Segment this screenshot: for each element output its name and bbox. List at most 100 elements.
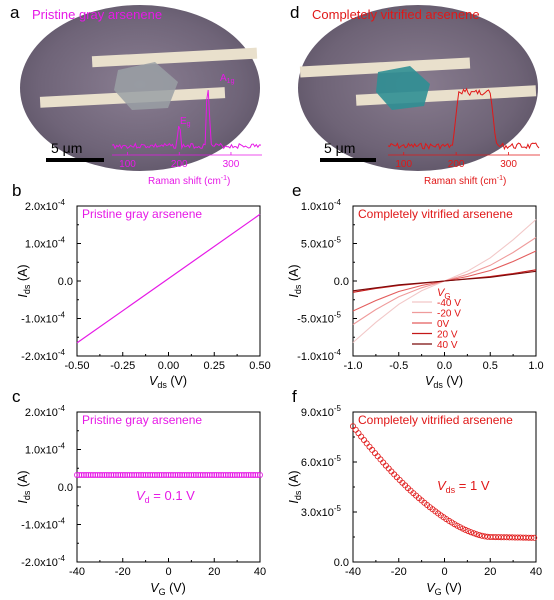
plot-b: b Pristine gray arsenene Ids (A) Vds (V)… (12, 181, 271, 390)
series-line (76, 213, 261, 344)
data-point (220, 471, 227, 478)
data-point (236, 471, 243, 478)
data-point (206, 471, 213, 478)
title-a: Pristine gray arsenene (32, 7, 162, 22)
plot-frame-c (76, 411, 261, 563)
peak-label-a1g: A1g (220, 73, 235, 85)
data-point (531, 534, 538, 541)
x-tick-label: -0.25 (110, 360, 135, 372)
data-point (231, 471, 238, 478)
data-point (470, 530, 477, 537)
data-point (76, 471, 83, 478)
x-tick-label: 40 (254, 566, 266, 578)
raman-tick-label: 100 (119, 159, 136, 170)
x-tick-label: 0.25 (204, 360, 225, 372)
data-point (363, 440, 370, 447)
panel-d: d Completely vitrified arsenene 5 μm 100… (290, 3, 540, 187)
data-point (229, 471, 236, 478)
y-tick-label: 0.0 (334, 276, 349, 288)
x-tick-label: 0.5 (483, 360, 498, 372)
data-point (128, 471, 135, 478)
data-point (188, 471, 195, 478)
data-point (227, 471, 234, 478)
series-line (352, 270, 537, 292)
data-point (222, 471, 229, 478)
data-point (167, 471, 174, 478)
electrode-a-top (91, 47, 258, 68)
y-tick-label: -5.0x10-5 (297, 311, 341, 326)
data-point (247, 471, 254, 478)
annotation-c: Vd = 0.1 V (136, 488, 195, 505)
ylabel-f: Ids (A) (287, 470, 303, 503)
data-point (256, 471, 263, 478)
scale-bar-d (320, 158, 376, 162)
legend-item-label: 0V (437, 319, 450, 330)
legend-item-label: -40 V (437, 298, 461, 309)
data-point (211, 471, 218, 478)
ylabel-b: Ids (A) (16, 264, 32, 297)
data-point (374, 453, 381, 460)
data-point (110, 471, 117, 478)
xlabel-f: VG (V) (426, 581, 462, 597)
data-point (369, 446, 376, 453)
data-point (147, 471, 154, 478)
x-tick-label: -40 (69, 566, 85, 578)
raman-tick-label: 300 (223, 159, 240, 170)
data-point (151, 471, 158, 478)
data-point (352, 426, 359, 433)
x-tick-label: -40 (345, 566, 361, 578)
raman-tick-label: 200 (171, 159, 188, 170)
data-point (142, 471, 149, 478)
data-point (197, 471, 204, 478)
data-point (158, 471, 165, 478)
data-point (252, 471, 259, 478)
x-tick-label: 0 (165, 566, 171, 578)
data-point (101, 471, 108, 478)
data-point (355, 430, 362, 437)
peak-label-eg: Eg (180, 116, 191, 128)
data-point (94, 471, 101, 478)
y-tick-label: 1.0x10-4 (25, 236, 66, 251)
data-point (170, 471, 177, 478)
data-point (117, 471, 124, 478)
data-point (160, 471, 167, 478)
data-point (149, 471, 156, 478)
y-tick-label: 0.0 (58, 276, 73, 288)
data-point (208, 471, 215, 478)
x-tick-label: 40 (530, 566, 542, 578)
data-point (106, 471, 113, 478)
raman-spectrum-d (387, 87, 540, 151)
panel-a: a Pristine gray arsenene 5 μm Eg A1g 100… (10, 3, 262, 187)
data-point (80, 471, 87, 478)
data-point (92, 471, 99, 478)
raman-ticks-d: 100 200 300 (388, 152, 540, 170)
data-point (243, 471, 250, 478)
data-point (133, 471, 140, 478)
data-point (234, 471, 241, 478)
data-point (124, 471, 131, 478)
panel-letter-c: c (12, 387, 21, 406)
x-tick-label: -0.50 (64, 360, 89, 372)
panel-letter-e: e (292, 181, 301, 200)
panel-letter-b: b (12, 181, 21, 200)
x-tick-label: -0.5 (389, 360, 408, 372)
x-tick-label: 20 (208, 566, 220, 578)
plot-c: c Pristine gray arsenene Vd = 0.1 V Ids … (12, 387, 266, 597)
data-point (195, 471, 202, 478)
data-point (154, 471, 161, 478)
y-tick-label: 0.0 (58, 482, 73, 494)
data-point (99, 471, 106, 478)
data-point (476, 532, 483, 539)
data-point (202, 471, 209, 478)
data-point (462, 526, 469, 533)
raman-spectrum-a (111, 89, 262, 150)
data-point (78, 471, 85, 478)
data-point (218, 471, 225, 478)
panel-letter-a: a (10, 3, 20, 22)
title-d: Completely vitrified arsenene (312, 7, 480, 22)
electrode-d-top (299, 57, 471, 78)
ylabel-c: Ids (A) (16, 470, 32, 503)
plot-frame-b (76, 205, 261, 357)
xlabel-b: Vds (V) (149, 374, 187, 390)
